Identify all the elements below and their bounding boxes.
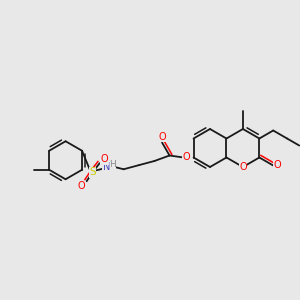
Text: O: O [101, 154, 108, 164]
Text: O: O [239, 162, 247, 172]
Text: O: O [183, 152, 190, 163]
Text: H: H [109, 160, 116, 169]
Text: N: N [103, 162, 110, 172]
Text: O: O [158, 131, 166, 142]
Text: S: S [89, 167, 96, 177]
Text: O: O [78, 181, 86, 191]
Text: O: O [273, 160, 281, 170]
